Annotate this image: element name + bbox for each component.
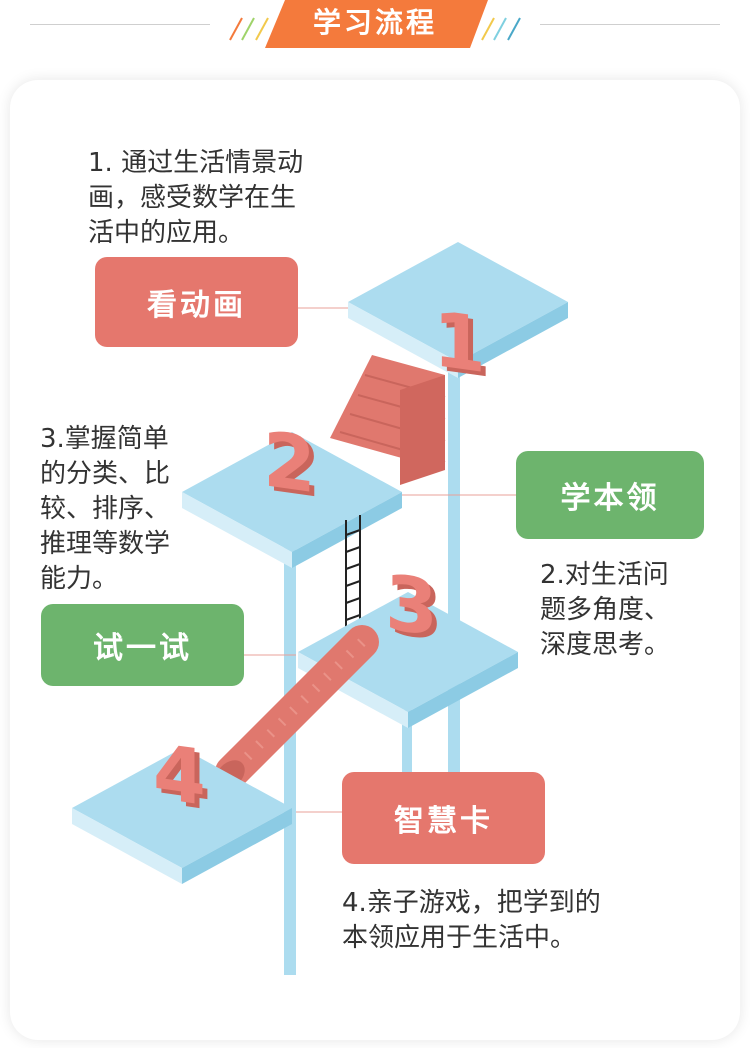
- header-divider-left: [30, 24, 210, 25]
- desc-line: 题多角度、: [540, 595, 671, 625]
- header-divider-right: [540, 24, 720, 25]
- content-card: [10, 80, 740, 1040]
- step-3-description: 3.掌握简单 的分类、比 较、排序、 推理等数学 能力。: [40, 422, 200, 597]
- desc-line: 本领应用于生活中。: [342, 923, 577, 953]
- platform-1: [348, 242, 568, 378]
- desc-line: 1. 通过生活情景动: [88, 148, 304, 178]
- support-pole: [448, 360, 460, 820]
- header-decoration: [229, 0, 521, 48]
- desc-line: 较、排序、: [40, 494, 171, 524]
- step-number-1: 1: [438, 300, 491, 396]
- desc-line: 3.掌握简单: [40, 424, 169, 454]
- step-4-description: 4.亲子游戏，把学到的 本领应用于生活中。: [342, 886, 662, 956]
- staircase: [330, 355, 446, 485]
- desc-line: 4.亲子游戏，把学到的: [342, 888, 601, 918]
- desc-line: 深度思考。: [540, 630, 671, 660]
- step-number-3-face: 3: [385, 558, 438, 654]
- desc-line: 活中的应用。: [88, 218, 245, 248]
- step-number-3: 3: [390, 563, 443, 659]
- learn-skills-button[interactable]: 学本领: [516, 451, 704, 539]
- section-title: 学习流程: [312, 6, 437, 39]
- desc-line: 的分类、比: [40, 459, 171, 489]
- step-number-1-face: 1: [433, 295, 486, 391]
- support-pole: [402, 710, 412, 820]
- desc-line: 推理等数学: [40, 529, 171, 559]
- step-number-4-face: 4: [153, 728, 206, 824]
- watch-animation-button[interactable]: 看动画: [95, 257, 298, 347]
- step-1-description: 1. 通过生活情景动 画，感受数学在生 活中的应用。: [88, 146, 348, 251]
- step-number-2-face: 2: [263, 415, 316, 511]
- ladder: [345, 515, 361, 632]
- wisdom-card-button[interactable]: 智慧卡: [342, 772, 545, 864]
- platform-4: [72, 748, 292, 884]
- desc-line: 能力。: [40, 564, 119, 594]
- desc-line: 画，感受数学在生: [88, 183, 297, 213]
- step-2-description: 2.对生活问 题多角度、 深度思考。: [540, 558, 700, 663]
- support-pole: [284, 520, 296, 975]
- try-it-button[interactable]: 试一试: [41, 604, 244, 686]
- step-number-4: 4: [158, 733, 211, 829]
- step-number-2: 2: [268, 420, 321, 516]
- desc-line: 2.对生活问: [540, 560, 669, 590]
